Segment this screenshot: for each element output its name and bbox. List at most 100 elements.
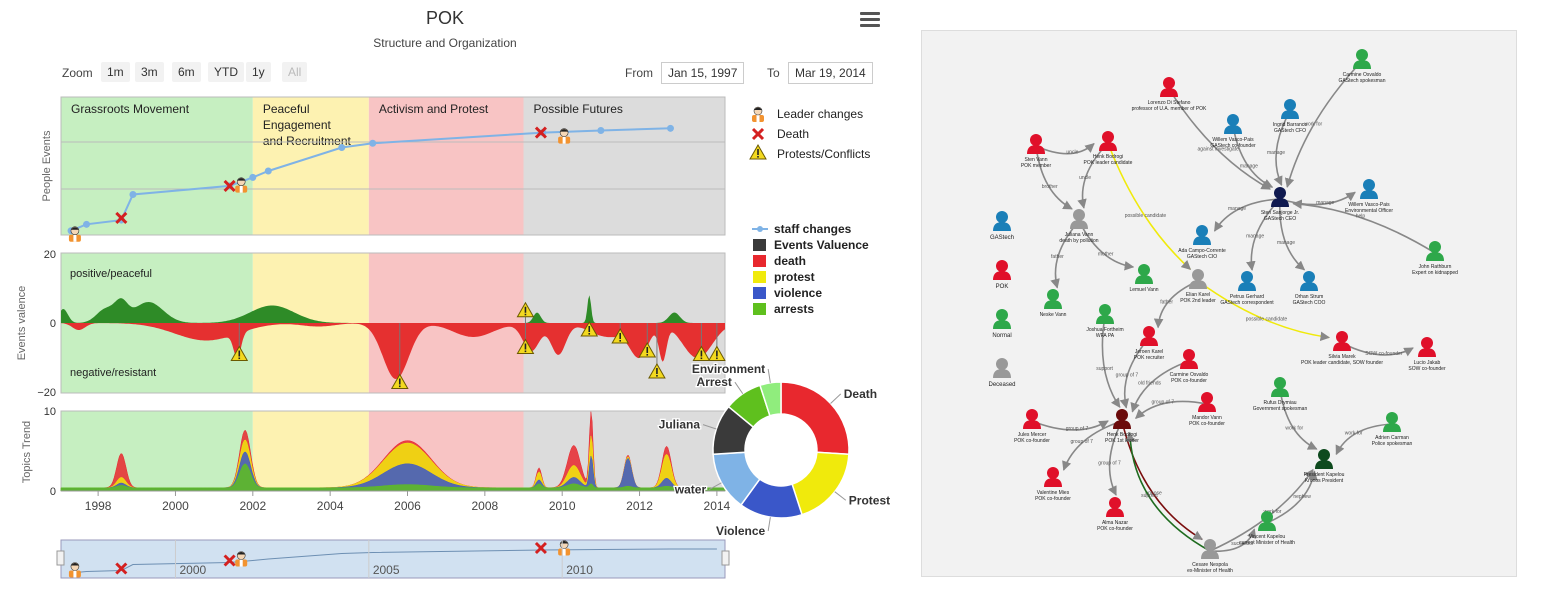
staff-change-point[interactable] xyxy=(369,139,377,147)
navigator-right-handle[interactable] xyxy=(721,550,730,566)
person-icon[interactable] xyxy=(1271,187,1289,207)
series-legend[interactable]: staff changes Events Valuence death protest… xyxy=(752,222,869,316)
legend-item-label[interactable]: arrests xyxy=(774,302,814,316)
zoom-button-all[interactable]: All xyxy=(282,62,308,82)
network-node[interactable]: Carmine Osvaldo POK co-founder xyxy=(1170,349,1209,384)
person-icon[interactable] xyxy=(1113,409,1131,429)
network-node[interactable]: Joshua Fortheim WFA PA xyxy=(1086,304,1124,339)
zoom-button-ytd[interactable]: YTD xyxy=(208,62,244,82)
staff-change-point[interactable] xyxy=(129,190,137,198)
network-node[interactable]: Valentine Mies POK co-founder xyxy=(1035,467,1071,502)
zoom-button-6m[interactable]: 6m xyxy=(172,62,201,82)
staff-change-point[interactable] xyxy=(83,220,91,228)
network-node[interactable]: Jeroen Karel POK recruiter xyxy=(1134,326,1165,361)
network-node[interactable]: Jules Mercer POK co-founder xyxy=(1014,409,1050,444)
staff-change-point[interactable] xyxy=(666,124,674,132)
network-node[interactable]: Mandor Vann POK co-founder xyxy=(1189,392,1225,427)
person-icon[interactable] xyxy=(1333,331,1351,351)
network-node[interactable]: Willem Vasco-Pais GAStech co-founder xyxy=(1210,114,1256,149)
legend-swatch xyxy=(753,303,766,315)
network-node[interactable]: Petrus Gerhard GAStech correspondent xyxy=(1220,271,1274,306)
network-node[interactable]: Lorenzo Di Stefano professor of U.A. memb… xyxy=(1132,77,1207,112)
legend-item-label[interactable]: violence xyxy=(774,286,822,300)
network-node[interactable]: Lucio Jakab SOW co-founder xyxy=(1408,337,1446,372)
person-icon[interactable] xyxy=(1193,225,1211,245)
person-icon[interactable] xyxy=(1201,539,1219,559)
network-node[interactable]: Neske Vann xyxy=(1040,289,1067,318)
network-node[interactable]: Elian Karel POK 2nd leader xyxy=(1180,269,1216,304)
network-node[interactable]: Juliana Vann death by pollution xyxy=(1059,209,1099,244)
person-icon[interactable] xyxy=(1140,326,1158,346)
zoom-button-1m[interactable]: 1m xyxy=(101,62,130,82)
network-node[interactable]: Silvia Marek POK leader candidate, SOW fo… xyxy=(1301,331,1383,366)
donut-slice[interactable] xyxy=(780,381,850,456)
network-node[interactable]: Lemuel Vann xyxy=(1129,264,1159,293)
person-icon[interactable] xyxy=(1383,412,1401,432)
navigator[interactable]: 2000 2005 2010 xyxy=(56,539,730,579)
organization-network-graph[interactable]: uncle brother uncle against investigate mana… xyxy=(921,30,1517,577)
staff-change-point[interactable] xyxy=(264,167,272,175)
person-icon[interactable] xyxy=(1027,134,1045,154)
person-icon[interactable] xyxy=(1023,409,1041,429)
navigator-left-handle[interactable] xyxy=(56,550,65,566)
network-node[interactable]: Willem Vasco-Pais Environmental Officer xyxy=(1345,179,1393,214)
network-node[interactable]: Adrien Carman Police spokesman xyxy=(1372,412,1413,447)
person-icon[interactable] xyxy=(1135,264,1153,284)
donut-slice[interactable] xyxy=(791,451,850,516)
person-icon[interactable] xyxy=(1418,337,1436,357)
person-icon[interactable] xyxy=(1044,467,1062,487)
network-edge-label: SOW co-founder xyxy=(1365,351,1403,357)
person-icon[interactable] xyxy=(1360,179,1378,199)
staff-change-point[interactable] xyxy=(597,126,605,134)
network-node[interactable]: Sten Sanjorge Jr. GAStech CEO xyxy=(1261,187,1299,222)
network-node[interactable]: Rufus Drymiau Government spokesman xyxy=(1253,377,1308,412)
person-icon[interactable] xyxy=(1044,289,1062,309)
legend-item-label[interactable]: protest xyxy=(774,270,815,284)
staff-change-point[interactable] xyxy=(338,144,346,152)
to-date-input[interactable]: Mar 19, 2014 xyxy=(788,62,873,84)
person-icon[interactable] xyxy=(1106,497,1124,517)
zoom-button-3m[interactable]: 3m xyxy=(135,62,164,82)
network-node[interactable]: Carmine Osvaldo GAStech spokesman xyxy=(1339,49,1386,84)
person-icon[interactable] xyxy=(1070,209,1088,229)
person-icon[interactable] xyxy=(1281,99,1299,119)
donut-slice[interactable] xyxy=(759,381,782,417)
network-node[interactable]: Cesare Nespola ex-Minister of Health xyxy=(1187,539,1233,574)
person-icon[interactable] xyxy=(1300,271,1318,291)
person-icon[interactable] xyxy=(1238,271,1256,291)
network-node[interactable]: Henk Bodrogi POK leader candidate xyxy=(1084,131,1133,166)
person-icon[interactable] xyxy=(1099,131,1117,151)
zoom-button-1y[interactable]: 1y xyxy=(246,62,271,82)
network-node[interactable]: President Kapelou Kronos President xyxy=(1304,449,1345,484)
person-icon[interactable] xyxy=(1271,377,1289,397)
network-node[interactable]: Vincent Kapelou current Minister of Healt… xyxy=(1239,511,1295,546)
topics-donut-chart[interactable]: Death Protest Violence water Juliana ArrestEn… xyxy=(657,361,891,539)
arrests-area xyxy=(60,463,726,492)
network-node[interactable]: Henk Bodrogi POK 1st leader xyxy=(1105,409,1139,444)
network-node[interactable]: Sten Vann POK member xyxy=(1021,134,1052,169)
person-icon[interactable] xyxy=(1198,392,1216,412)
legend-item-label[interactable]: staff changes xyxy=(774,222,852,236)
network-edge-label: group of 7 xyxy=(1066,426,1089,432)
hamburger-menu-icon[interactable] xyxy=(860,12,880,30)
network-node[interactable]: Ingrid Barranco GAStech CFO xyxy=(1273,99,1307,134)
staff-change-point[interactable] xyxy=(249,173,257,181)
person-icon[interactable] xyxy=(1160,77,1178,97)
person-icon[interactable] xyxy=(1189,269,1207,289)
person-icon[interactable] xyxy=(1224,114,1242,134)
person-icon[interactable] xyxy=(1353,49,1371,69)
legend-item-label[interactable]: death xyxy=(774,254,806,268)
network-edge-label: uncle xyxy=(1079,175,1091,181)
network-node[interactable]: Ada Campo-Corrente GAStech CIO xyxy=(1178,225,1226,260)
from-date-input[interactable]: Jan 15, 1997 xyxy=(661,62,745,84)
network-node[interactable]: Orhan Strum GAStech COO xyxy=(1293,271,1326,306)
timeline-chart[interactable]: Grassroots Movement Peaceful Engagement and… xyxy=(0,90,900,590)
legend-item-label[interactable]: Events Valuence xyxy=(774,238,869,252)
navigator-selection[interactable] xyxy=(60,539,726,579)
network-node[interactable]: John Rathburn Expert on kidnapped xyxy=(1412,241,1458,276)
person-icon[interactable] xyxy=(1096,304,1114,324)
person-icon[interactable] xyxy=(1315,449,1333,469)
network-node[interactable]: Alma Nazar POK co-founder xyxy=(1097,497,1133,532)
person-icon[interactable] xyxy=(1180,349,1198,369)
person-icon[interactable] xyxy=(1426,241,1444,261)
